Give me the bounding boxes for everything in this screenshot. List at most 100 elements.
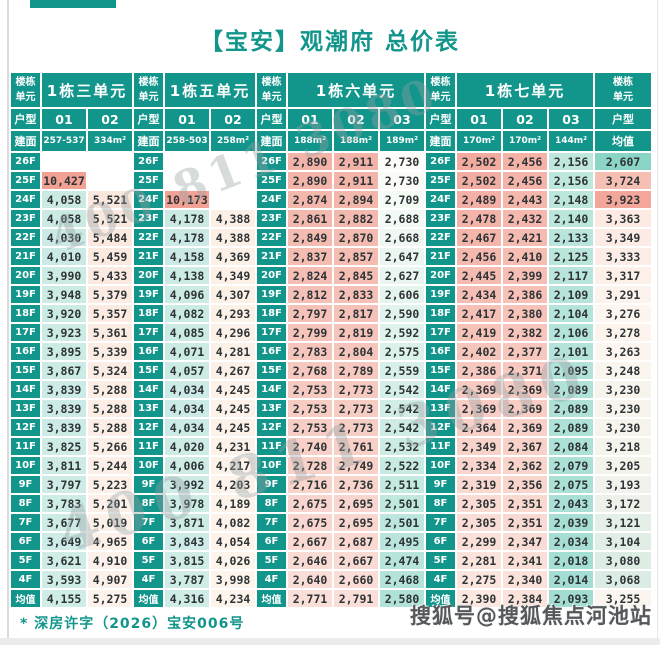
price-cell: 5,288	[88, 381, 132, 398]
price-cell: 2,861	[288, 210, 332, 227]
price-cell: 2,034	[549, 533, 593, 550]
floor-label-cell: 10F	[134, 457, 163, 474]
price-cell: 4,096	[165, 286, 209, 303]
corner-header: 楼栋 单元	[11, 73, 40, 107]
price-cell: 4,026	[211, 552, 255, 569]
floor-label-cell: 15F	[134, 362, 163, 379]
floor-label-cell: 12F	[11, 419, 40, 436]
price-cell: 2,501	[380, 495, 424, 512]
unit-type-label: 户型	[257, 109, 286, 129]
price-cell: 2,334	[457, 457, 501, 474]
bottom-border-strip	[0, 638, 660, 645]
floor-label-cell: 21F	[426, 248, 455, 265]
floor-label-cell: 9F	[426, 476, 455, 493]
price-cell: 3,797	[42, 476, 86, 493]
avg-price-cell: 3,121	[595, 514, 651, 531]
price-cell: 2,356	[503, 476, 547, 493]
area-value-header: 188m²	[334, 131, 378, 151]
price-cell: 2,501	[380, 514, 424, 531]
price-cell: 4,057	[165, 362, 209, 379]
price-cell: 2,101	[549, 343, 593, 360]
unit-number-header: 03	[380, 109, 424, 129]
price-cell: 5,201	[88, 495, 132, 512]
price-cell: 2,837	[288, 248, 332, 265]
floor-label-cell: 10F	[426, 457, 455, 474]
price-cell: 4,293	[211, 305, 255, 322]
price-cell: 4,071	[165, 343, 209, 360]
avg-price-cell: 3,363	[595, 210, 651, 227]
floor-label-cell: 23F	[426, 210, 455, 227]
avg-price-cell: 3,205	[595, 457, 651, 474]
price-cell: 2,043	[549, 495, 593, 512]
price-cell: 2,817	[334, 305, 378, 322]
price-cell: 2,812	[288, 286, 332, 303]
unit-number-header: 02	[334, 109, 378, 129]
area-label: 建面	[134, 131, 163, 151]
floor-label-cell: 9F	[11, 476, 40, 493]
price-cell: 4,203	[211, 476, 255, 493]
price-cell: 2,695	[334, 495, 378, 512]
price-cell: 2,281	[457, 552, 501, 569]
price-cell: 2,369	[457, 381, 501, 398]
price-cell: 4,178	[165, 210, 209, 227]
floor-label-cell: 4F	[134, 571, 163, 588]
price-cell: 4,189	[211, 495, 255, 512]
average-row-label-cell: 均值	[11, 590, 40, 607]
corner-header: 楼栋 单元	[257, 73, 286, 107]
price-cell: 2,728	[288, 457, 332, 474]
price-cell: 2,089	[549, 381, 593, 398]
price-cell: 2,911	[334, 172, 378, 189]
price-cell: 3,871	[165, 514, 209, 531]
price-cell: 2,369	[503, 419, 547, 436]
unit-number-header: 02	[88, 109, 132, 129]
price-cell: 2,687	[334, 533, 378, 550]
floor-label-cell: 9F	[257, 476, 286, 493]
floor-label-cell: 13F	[134, 400, 163, 417]
floor-label-cell: 8F	[11, 495, 40, 512]
price-cell: 2,559	[380, 362, 424, 379]
floor-label-cell: 15F	[426, 362, 455, 379]
avg-price-cell: 3,263	[595, 343, 651, 360]
price-cell: 3,815	[165, 552, 209, 569]
price-cell: 2,434	[457, 286, 501, 303]
floor-label-cell: 10F	[11, 457, 40, 474]
price-cell: 2,305	[457, 495, 501, 512]
price-cell: 4,082	[211, 514, 255, 531]
floor-label-cell: 19F	[257, 286, 286, 303]
table-row: 6F 3,649 4,965 6F 3,843 4,054 6F 2,667 2,687 2,49…	[11, 533, 651, 550]
price-cell: 2,093	[549, 590, 593, 607]
price-cell: 2,351	[503, 514, 547, 531]
sohu-stamp-watermark: 搜狐号@搜狐焦点河池站	[410, 604, 652, 628]
avg-price-cell: 3,317	[595, 267, 651, 284]
price-cell: 4,388	[211, 229, 255, 246]
table-row: 均值 4,155 5,275 均值 4,316 4,234 均值 2,771 2,791 2,58…	[11, 590, 651, 607]
price-cell: 2,084	[549, 438, 593, 455]
price-cell: 2,140	[549, 210, 593, 227]
price-cell: 2,580	[380, 590, 424, 607]
price-cell: 2,351	[503, 495, 547, 512]
avg-price-cell: 3,230	[595, 381, 651, 398]
avg-price-cell: 3,193	[595, 476, 651, 493]
price-cell: 2,156	[549, 153, 593, 170]
price-cell: 2,773	[334, 400, 378, 417]
price-cell: 4,316	[165, 590, 209, 607]
price-cell: 2,299	[457, 533, 501, 550]
price-cell: 4,034	[165, 381, 209, 398]
price-cell	[88, 172, 132, 189]
price-cell	[42, 153, 86, 170]
floor-label-cell: 23F	[11, 210, 40, 227]
price-cell: 4,965	[88, 533, 132, 550]
floor-label-cell: 6F	[11, 533, 40, 550]
table-row: 5F 3,621 4,910 5F 3,815 4,026 5F 2,646 2,667 2,47…	[11, 552, 651, 569]
floor-label-cell: 15F	[11, 362, 40, 379]
price-cell: 3,593	[42, 571, 86, 588]
price-cell: 5,433	[88, 267, 132, 284]
avg-price-cell: 3,923	[595, 191, 651, 208]
floor-label-cell: 22F	[11, 229, 40, 246]
price-cell: 2,305	[457, 514, 501, 531]
price-cell: 2,716	[288, 476, 332, 493]
price-cell: 2,456	[457, 248, 501, 265]
page-title: 【宝安】观潮府 总价表	[199, 29, 460, 55]
price-cell: 2,894	[334, 191, 378, 208]
floor-label-cell: 24F	[11, 191, 40, 208]
